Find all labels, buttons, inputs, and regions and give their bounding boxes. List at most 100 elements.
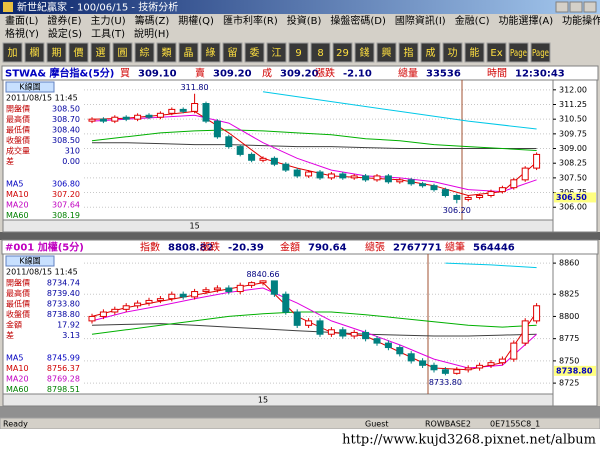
menu-item[interactable]: 畫面(L) [5, 14, 38, 27]
candle-body [407, 179, 415, 185]
toolbar-button[interactable] [442, 42, 463, 63]
status-text: Guest [365, 420, 389, 429]
y-tick-label: 8825 [559, 290, 579, 299]
toolbar-label: 功 [448, 47, 458, 59]
ma-value: 307.64 [52, 201, 80, 210]
toolbar-button[interactable] [156, 42, 177, 63]
toolbar-button[interactable] [222, 42, 243, 63]
status-text: ROWBASE2 [425, 420, 471, 429]
last-price-label: 306.50 [556, 193, 587, 202]
ma-value: 307.20 [52, 190, 80, 199]
toolbar-label: 29 [336, 48, 349, 59]
candle-body [316, 171, 324, 179]
toolbar-button[interactable] [486, 42, 507, 63]
candle-body [464, 196, 472, 200]
toolbar-label: 晶 [184, 47, 194, 59]
toolbar-button[interactable] [178, 42, 199, 63]
menu-item[interactable]: 設定(S) [48, 27, 82, 40]
toolbar-button[interactable] [376, 42, 397, 63]
toolbar-button[interactable] [2, 42, 23, 63]
minimize-button[interactable] [555, 1, 569, 13]
candle-body [533, 305, 541, 322]
menu-item[interactable]: 期權(Q) [178, 14, 214, 27]
x-tick-label: 15 [258, 396, 268, 405]
maximize-button[interactable] [569, 1, 583, 13]
candle-body [510, 342, 518, 360]
toolbar-label: 綠 [206, 47, 216, 59]
ma-line [91, 129, 537, 151]
y-tick-label: 311.25 [559, 100, 587, 109]
field-value: 309.20 [280, 69, 319, 80]
toolbar-button[interactable] [266, 42, 287, 63]
menu-item[interactable]: 操盤密碼(D) [330, 14, 386, 27]
toolbar-button[interactable] [354, 42, 375, 63]
menu-item[interactable]: 工具(T) [91, 28, 125, 40]
toolbar-button[interactable] [420, 42, 441, 63]
toolbar-button[interactable] [90, 42, 111, 63]
info-value: 308.70 [52, 115, 80, 124]
menu-item[interactable]: 匯市利率(R) [223, 14, 278, 27]
candle-body [213, 120, 221, 138]
y-tick-label: 8725 [559, 379, 579, 388]
menu-item[interactable]: 說明(H) [134, 27, 169, 40]
menu-item[interactable]: 格視(Y) [5, 27, 39, 40]
close-button[interactable] [583, 1, 597, 13]
menu-item[interactable]: 金融(C) [455, 14, 490, 27]
toolbar-label: 留 [228, 46, 238, 59]
toolbar-button[interactable] [288, 42, 309, 63]
candle-body [487, 362, 495, 366]
toolbar-button[interactable] [508, 42, 529, 63]
menu-item[interactable]: 國際資訊(I) [395, 14, 446, 27]
toolbar-button[interactable] [530, 42, 551, 63]
field-label: 買 [120, 68, 130, 80]
toolbar-label: 江 [272, 47, 282, 59]
toolbar-button[interactable] [398, 42, 419, 63]
toolbar-button[interactable] [24, 42, 45, 63]
menu-item[interactable]: 功能操作(F) [562, 14, 600, 27]
ma-line [91, 287, 537, 369]
field-label: 漲跌 [315, 67, 335, 80]
toolbar-button[interactable] [200, 42, 221, 63]
menu-item[interactable]: 投資(B) [287, 14, 322, 27]
candle-body [373, 338, 381, 344]
candle-body [305, 171, 313, 177]
symbol-name: STWA& 摩台指&(5分) [5, 67, 114, 80]
menu-item[interactable]: 證券(E) [47, 14, 81, 27]
candle-body [122, 116, 130, 120]
toolbar-button[interactable] [112, 42, 133, 63]
menu-item[interactable]: 功能選擇(A) [498, 14, 553, 27]
y-tick-label: 306.00 [559, 203, 587, 212]
candle-body [419, 183, 427, 187]
toolbar-button[interactable] [332, 42, 353, 63]
field-value: 33536 [426, 69, 461, 80]
toolbar-button[interactable] [68, 42, 89, 63]
ma-label: MA20 [6, 375, 29, 384]
candle-body [145, 114, 153, 118]
y-tick-label: 8800 [559, 312, 579, 321]
toolbar-label: 9 [295, 48, 301, 59]
candle-body [521, 167, 529, 181]
x-tick-label: 15 [190, 222, 200, 231]
toolbar-button[interactable] [244, 42, 265, 63]
candle-body [464, 367, 472, 371]
candle-body [99, 118, 107, 122]
toolbar-button[interactable] [310, 42, 331, 63]
info-title-box [5, 255, 55, 267]
field-label: 總筆 [445, 241, 465, 254]
candle-body [316, 320, 324, 335]
menu-item[interactable]: 主力(U) [91, 14, 126, 27]
candle-body [122, 305, 130, 310]
y-tick-label: 309.00 [559, 144, 587, 153]
candle-body [327, 173, 335, 179]
ma-label: MA5 [6, 180, 23, 189]
status-text: Ready [3, 420, 28, 429]
field-label: 賣 [195, 67, 205, 80]
candle-body [156, 112, 164, 118]
toolbar-button[interactable] [46, 42, 67, 63]
toolbar-button[interactable] [464, 42, 485, 63]
menu-item[interactable]: 籌碼(Z) [135, 14, 170, 27]
toolbar-label: Ex [490, 48, 502, 59]
toolbar-button[interactable] [134, 42, 155, 63]
info-label: 成交量 [6, 146, 30, 156]
